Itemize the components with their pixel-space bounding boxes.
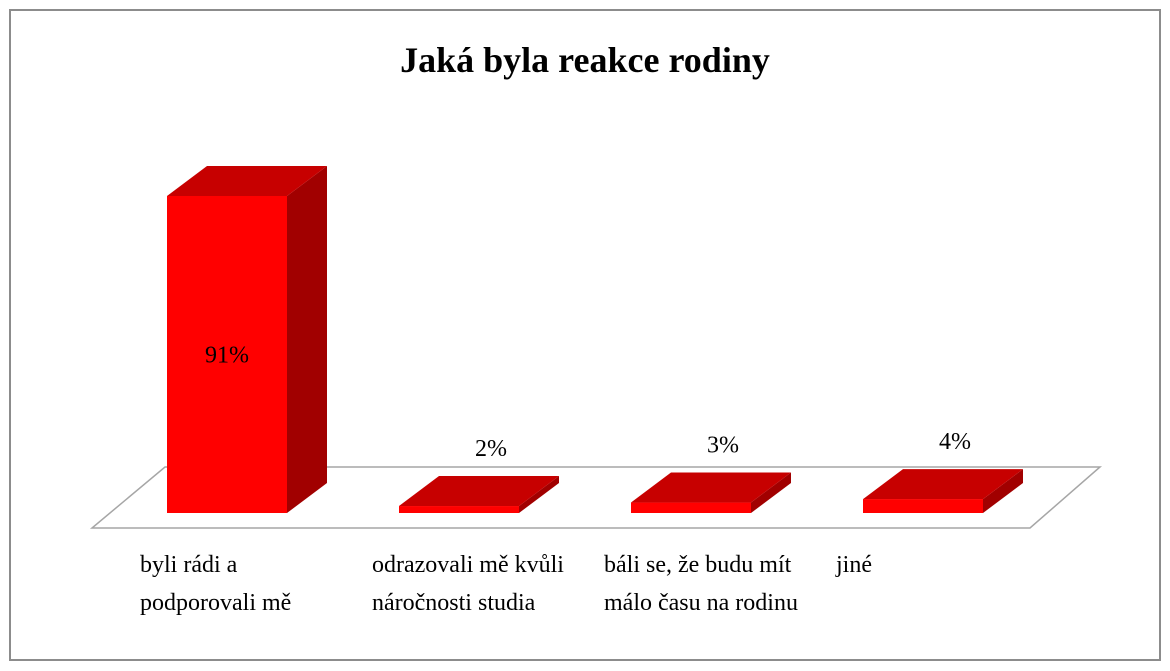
bar	[399, 506, 519, 513]
bar-top	[167, 166, 327, 196]
floor	[89, 466, 1103, 529]
value-label: 2%	[475, 436, 507, 462]
bar-top	[399, 476, 559, 507]
bar-side	[751, 472, 791, 513]
x-tick-label: odrazovali mě kvůli náročnosti studia	[372, 552, 564, 616]
bar-side	[287, 166, 327, 513]
bar-side	[983, 469, 1023, 513]
value-label: 3%	[707, 433, 739, 459]
bar	[863, 499, 983, 513]
bar	[167, 196, 287, 513]
value-label: 91%	[205, 343, 249, 369]
bar-top	[863, 469, 1023, 500]
chart-title: Jaká byla reakce rodiny	[400, 40, 770, 80]
bar	[631, 502, 751, 513]
bar-side	[519, 476, 559, 513]
x-tick-label: báli se, že budu mít málo času na rodinu	[604, 552, 798, 616]
x-tick-label: byli rádi a podporovali mě	[140, 552, 291, 616]
bar-top	[631, 472, 791, 503]
value-label: 4%	[939, 429, 971, 455]
x-tick-label: jiné	[835, 552, 872, 578]
